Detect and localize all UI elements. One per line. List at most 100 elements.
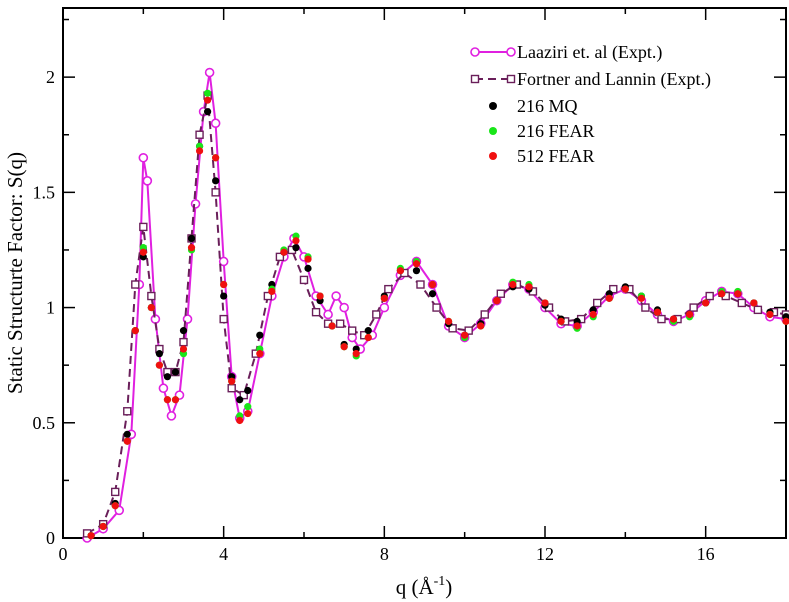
data-point [750, 299, 758, 307]
data-point [138, 152, 149, 163]
data-point [179, 327, 188, 335]
data-point [228, 377, 236, 385]
data-point [477, 322, 485, 330]
data-point [171, 396, 180, 404]
data-point [323, 309, 333, 320]
data-point [131, 280, 140, 289]
data-point [384, 284, 393, 294]
data-point [364, 333, 372, 342]
data-point [166, 411, 177, 421]
data-point [428, 290, 437, 298]
data-point [493, 297, 501, 305]
data-point [292, 244, 300, 252]
data-point [335, 319, 345, 328]
data-point [123, 407, 132, 416]
data-point [204, 67, 215, 78]
legend-marker [489, 127, 497, 135]
data-point [782, 317, 789, 325]
data-point [123, 437, 131, 445]
legend-item: Laaziri et. al (Expt.) [470, 42, 662, 63]
data-point [155, 350, 163, 358]
data-point [702, 299, 710, 307]
y-tick-label: 0 [46, 528, 55, 548]
series-3 [87, 89, 789, 540]
x-axis-title-sup: -1 [434, 574, 446, 589]
data-point [212, 177, 220, 185]
plot-frame [62, 7, 787, 539]
data-point [705, 291, 714, 301]
data-point [187, 244, 196, 252]
data-point [686, 310, 694, 319]
legend-label: 512 FEAR [517, 146, 595, 166]
data-point [268, 287, 276, 296]
data-point [311, 307, 321, 317]
data-point [339, 302, 349, 313]
data-point [220, 292, 228, 300]
legend-label: Fortner and Lannin (Expt.) [517, 69, 711, 90]
x-tick-label: 12 [536, 544, 554, 564]
data-point [352, 350, 360, 358]
data-point [304, 264, 312, 272]
data-point [737, 298, 747, 308]
legend-item: 512 FEAR [489, 146, 595, 166]
data-point [111, 487, 120, 497]
data-point [204, 108, 212, 116]
legend-marker [489, 102, 497, 110]
series-layer [82, 67, 789, 543]
data-point [111, 502, 119, 510]
data-point [445, 317, 453, 325]
data-point [147, 303, 155, 312]
x-axis-title-close: ) [445, 575, 452, 599]
data-point [364, 327, 372, 335]
data-point [328, 322, 336, 330]
data-point [753, 305, 763, 315]
data-point [396, 267, 404, 275]
data-point [263, 291, 273, 301]
data-point [464, 326, 473, 335]
data-point [280, 248, 288, 256]
data-point [139, 248, 147, 256]
y-tick-label: 1 [46, 298, 55, 318]
x-tick-label: 8 [380, 544, 389, 564]
data-point [541, 299, 549, 307]
data-point [239, 390, 248, 400]
y-tick-label: 2 [46, 67, 55, 87]
data-point [496, 289, 506, 298]
data-point [669, 315, 678, 323]
legend-item: 216 MQ [489, 96, 578, 116]
series-line [86, 95, 787, 535]
legend-marker [489, 152, 497, 160]
data-point [609, 284, 618, 294]
data-point [593, 298, 602, 308]
data-point [244, 386, 252, 395]
data-point [190, 199, 201, 209]
data-point [236, 416, 244, 425]
data-point [171, 368, 180, 376]
data-point [219, 314, 228, 324]
data-point [480, 310, 489, 319]
legend-label: 216 FEAR [517, 121, 595, 141]
data-point [212, 154, 220, 162]
series-1 [82, 91, 789, 538]
y-axis-title: Static Structurte Factor: S(q) [3, 152, 27, 394]
data-point [187, 234, 196, 243]
data-point [621, 285, 629, 293]
data-point [448, 324, 457, 333]
legend: Laaziri et. al (Expt.) Fortner and Lannin… [470, 42, 711, 166]
x-tick-label: 4 [219, 544, 228, 564]
data-point [163, 373, 172, 381]
legend-label: Laaziri et. al (Expt.) [517, 42, 662, 63]
data-point [218, 256, 229, 267]
data-point [432, 303, 441, 312]
data-point [589, 310, 597, 319]
data-point [412, 267, 421, 275]
data-point [210, 118, 221, 129]
data-point [605, 294, 613, 302]
data-point [299, 275, 309, 285]
data-point [379, 302, 390, 313]
data-point [304, 255, 312, 263]
data-point [348, 326, 357, 335]
data-point [557, 317, 565, 325]
data-point [220, 280, 228, 289]
